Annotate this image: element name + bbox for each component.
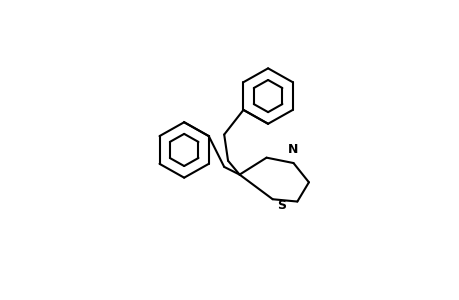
Text: S: S: [277, 199, 286, 212]
Text: N: N: [288, 143, 298, 157]
